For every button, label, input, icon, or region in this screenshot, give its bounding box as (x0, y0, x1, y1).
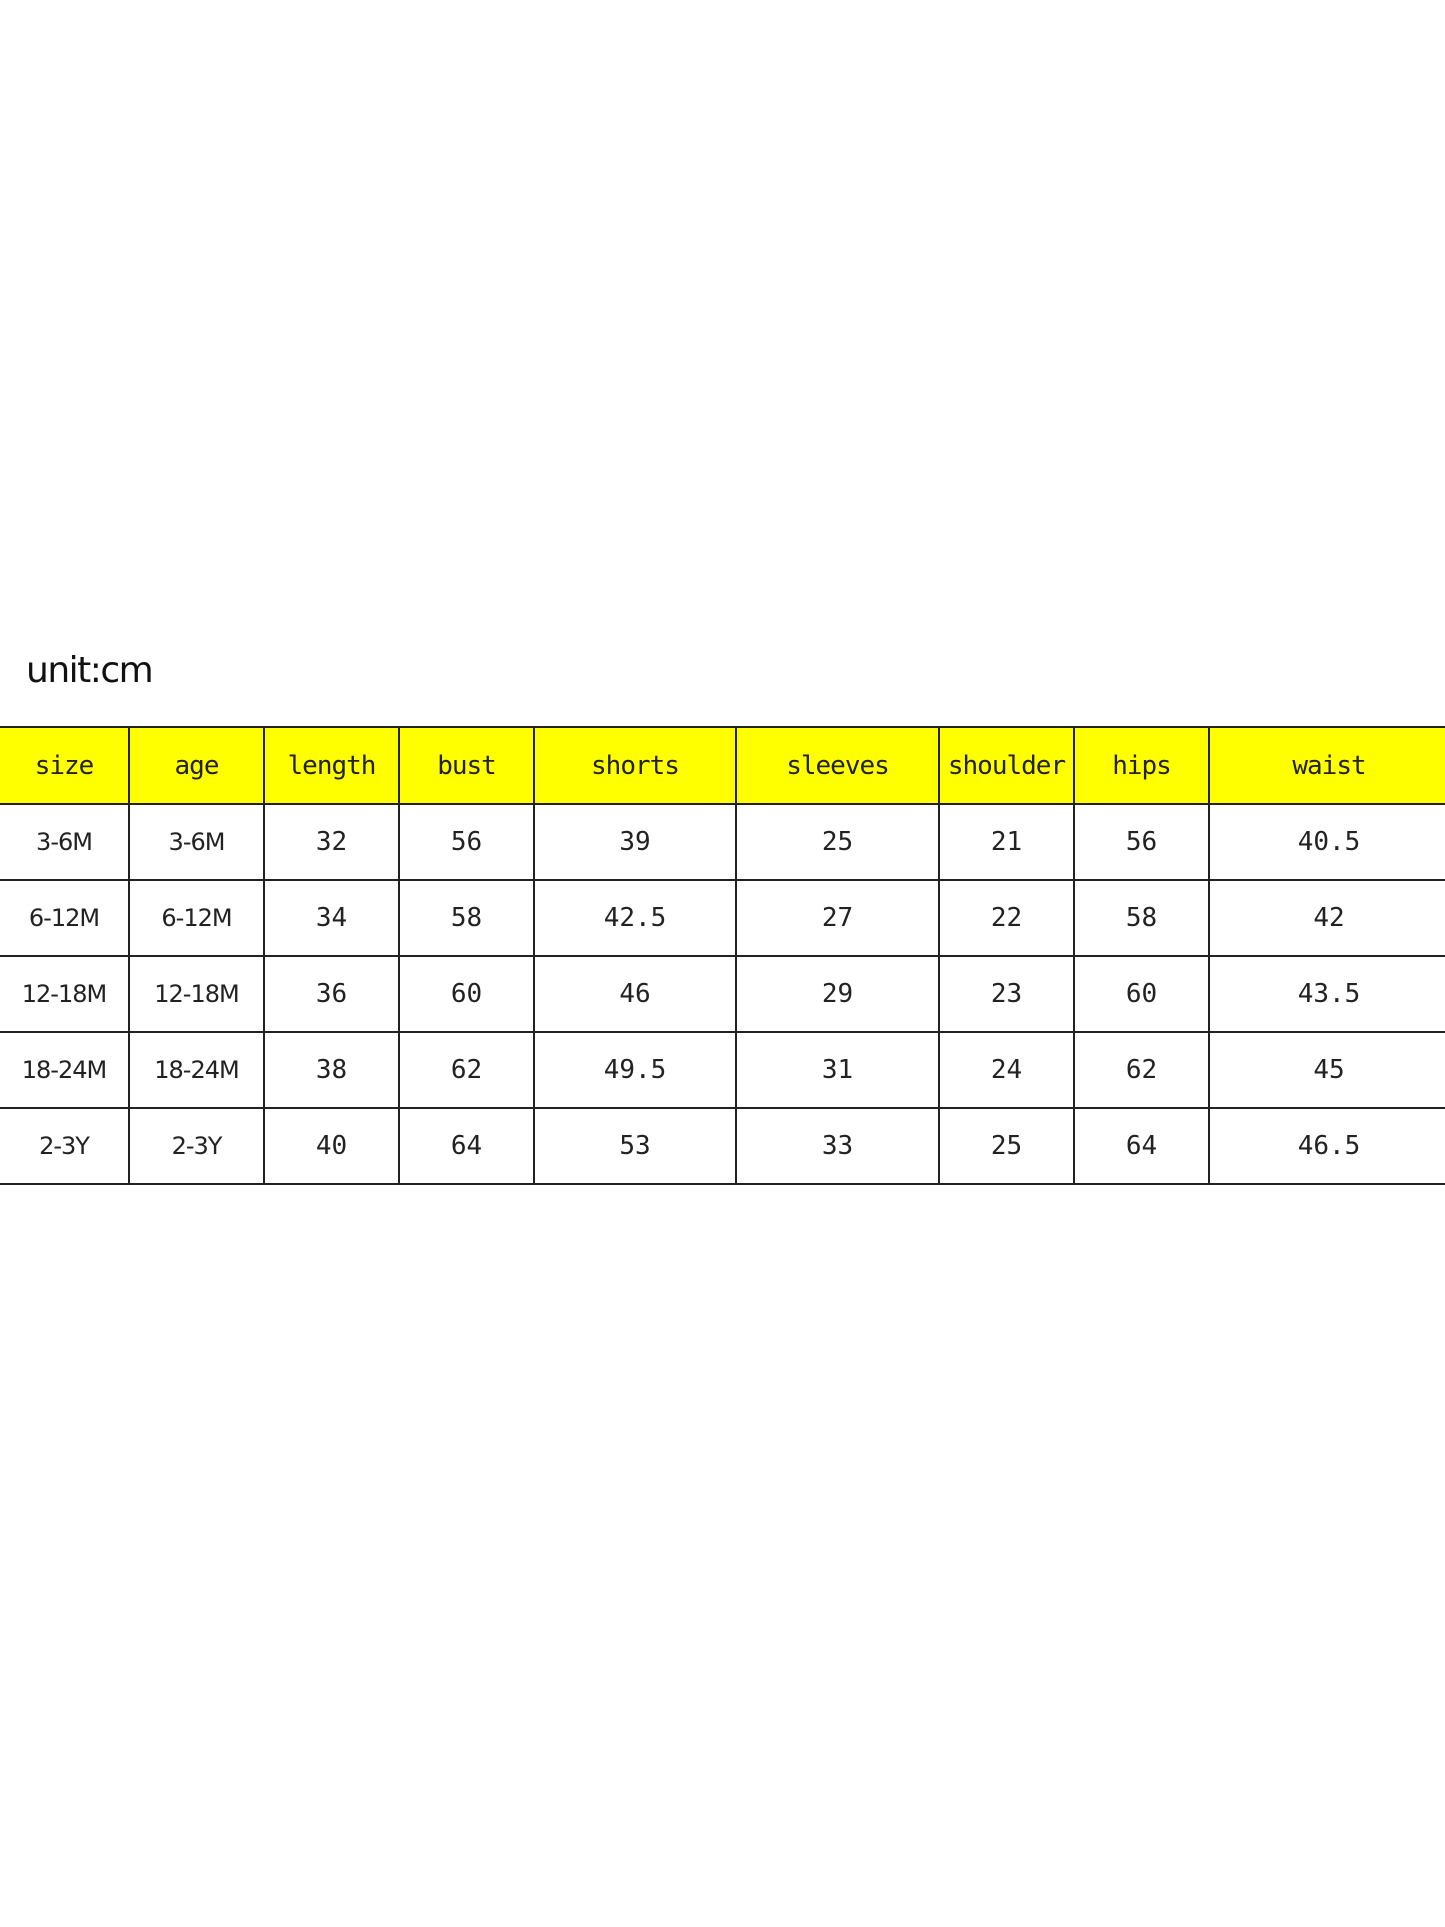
table-row: 12-18M 12-18M 36 60 46 29 23 60 43.5 (0, 955, 1445, 1033)
cell-bust: 62 (398, 1031, 535, 1109)
cell-size: 6-12M (0, 879, 130, 957)
table-row: 2-3Y 2-3Y 40 64 53 33 25 64 46.5 (0, 1107, 1445, 1185)
cell-length: 32 (263, 803, 400, 881)
cell-waist: 40.5 (1208, 803, 1445, 881)
cell-size: 18-24M (0, 1031, 130, 1109)
cell-length: 38 (263, 1031, 400, 1109)
cell-shorts: 46 (533, 955, 737, 1033)
unit-label: unit:cm (26, 650, 154, 691)
cell-sleeves: 25 (735, 803, 940, 881)
cell-hips: 60 (1073, 955, 1210, 1033)
cell-bust: 56 (398, 803, 535, 881)
cell-waist: 45 (1208, 1031, 1445, 1109)
cell-waist: 46.5 (1208, 1107, 1445, 1185)
column-header-sleeves: sleeves (735, 726, 940, 805)
cell-shoulder: 24 (938, 1031, 1075, 1109)
column-header-shorts: shorts (533, 726, 737, 805)
cell-age: 2-3Y (128, 1107, 265, 1185)
cell-hips: 64 (1073, 1107, 1210, 1185)
cell-shoulder: 22 (938, 879, 1075, 957)
column-header-waist: waist (1208, 726, 1445, 805)
cell-bust: 58 (398, 879, 535, 957)
cell-age: 18-24M (128, 1031, 265, 1109)
cell-sleeves: 29 (735, 955, 940, 1033)
cell-size: 2-3Y (0, 1107, 130, 1185)
cell-hips: 58 (1073, 879, 1210, 957)
cell-length: 36 (263, 955, 400, 1033)
column-header-size: size (0, 726, 130, 805)
size-chart-table: size age length bust shorts sleeves shoulder hi… (0, 726, 1445, 1185)
cell-bust: 64 (398, 1107, 535, 1185)
cell-hips: 62 (1073, 1031, 1210, 1109)
cell-size: 12-18M (0, 955, 130, 1033)
cell-age: 12-18M (128, 955, 265, 1033)
table-row: 6-12M 6-12M 34 58 42.5 27 22 58 42 (0, 879, 1445, 957)
cell-age: 6-12M (128, 879, 265, 957)
cell-length: 34 (263, 879, 400, 957)
cell-hips: 56 (1073, 803, 1210, 881)
column-header-hips: hips (1073, 726, 1210, 805)
column-header-shoulder: shoulder (938, 726, 1075, 805)
cell-waist: 43.5 (1208, 955, 1445, 1033)
table-row: 18-24M 18-24M 38 62 49.5 31 24 62 45 (0, 1031, 1445, 1109)
cell-shorts: 53 (533, 1107, 737, 1185)
column-header-bust: bust (398, 726, 535, 805)
cell-shoulder: 23 (938, 955, 1075, 1033)
cell-length: 40 (263, 1107, 400, 1185)
cell-shorts: 39 (533, 803, 737, 881)
column-header-length: length (263, 726, 400, 805)
cell-waist: 42 (1208, 879, 1445, 957)
table-row: 3-6M 3-6M 32 56 39 25 21 56 40.5 (0, 803, 1445, 881)
header-row: size age length bust shorts sleeves shoulder hi… (0, 726, 1445, 805)
cell-shorts: 49.5 (533, 1031, 737, 1109)
cell-shoulder: 21 (938, 803, 1075, 881)
cell-sleeves: 33 (735, 1107, 940, 1185)
cell-sleeves: 27 (735, 879, 940, 957)
cell-shorts: 42.5 (533, 879, 737, 957)
cell-size: 3-6M (0, 803, 130, 881)
cell-shoulder: 25 (938, 1107, 1075, 1185)
cell-bust: 60 (398, 955, 535, 1033)
cell-sleeves: 31 (735, 1031, 940, 1109)
column-header-age: age (128, 726, 265, 805)
cell-age: 3-6M (128, 803, 265, 881)
